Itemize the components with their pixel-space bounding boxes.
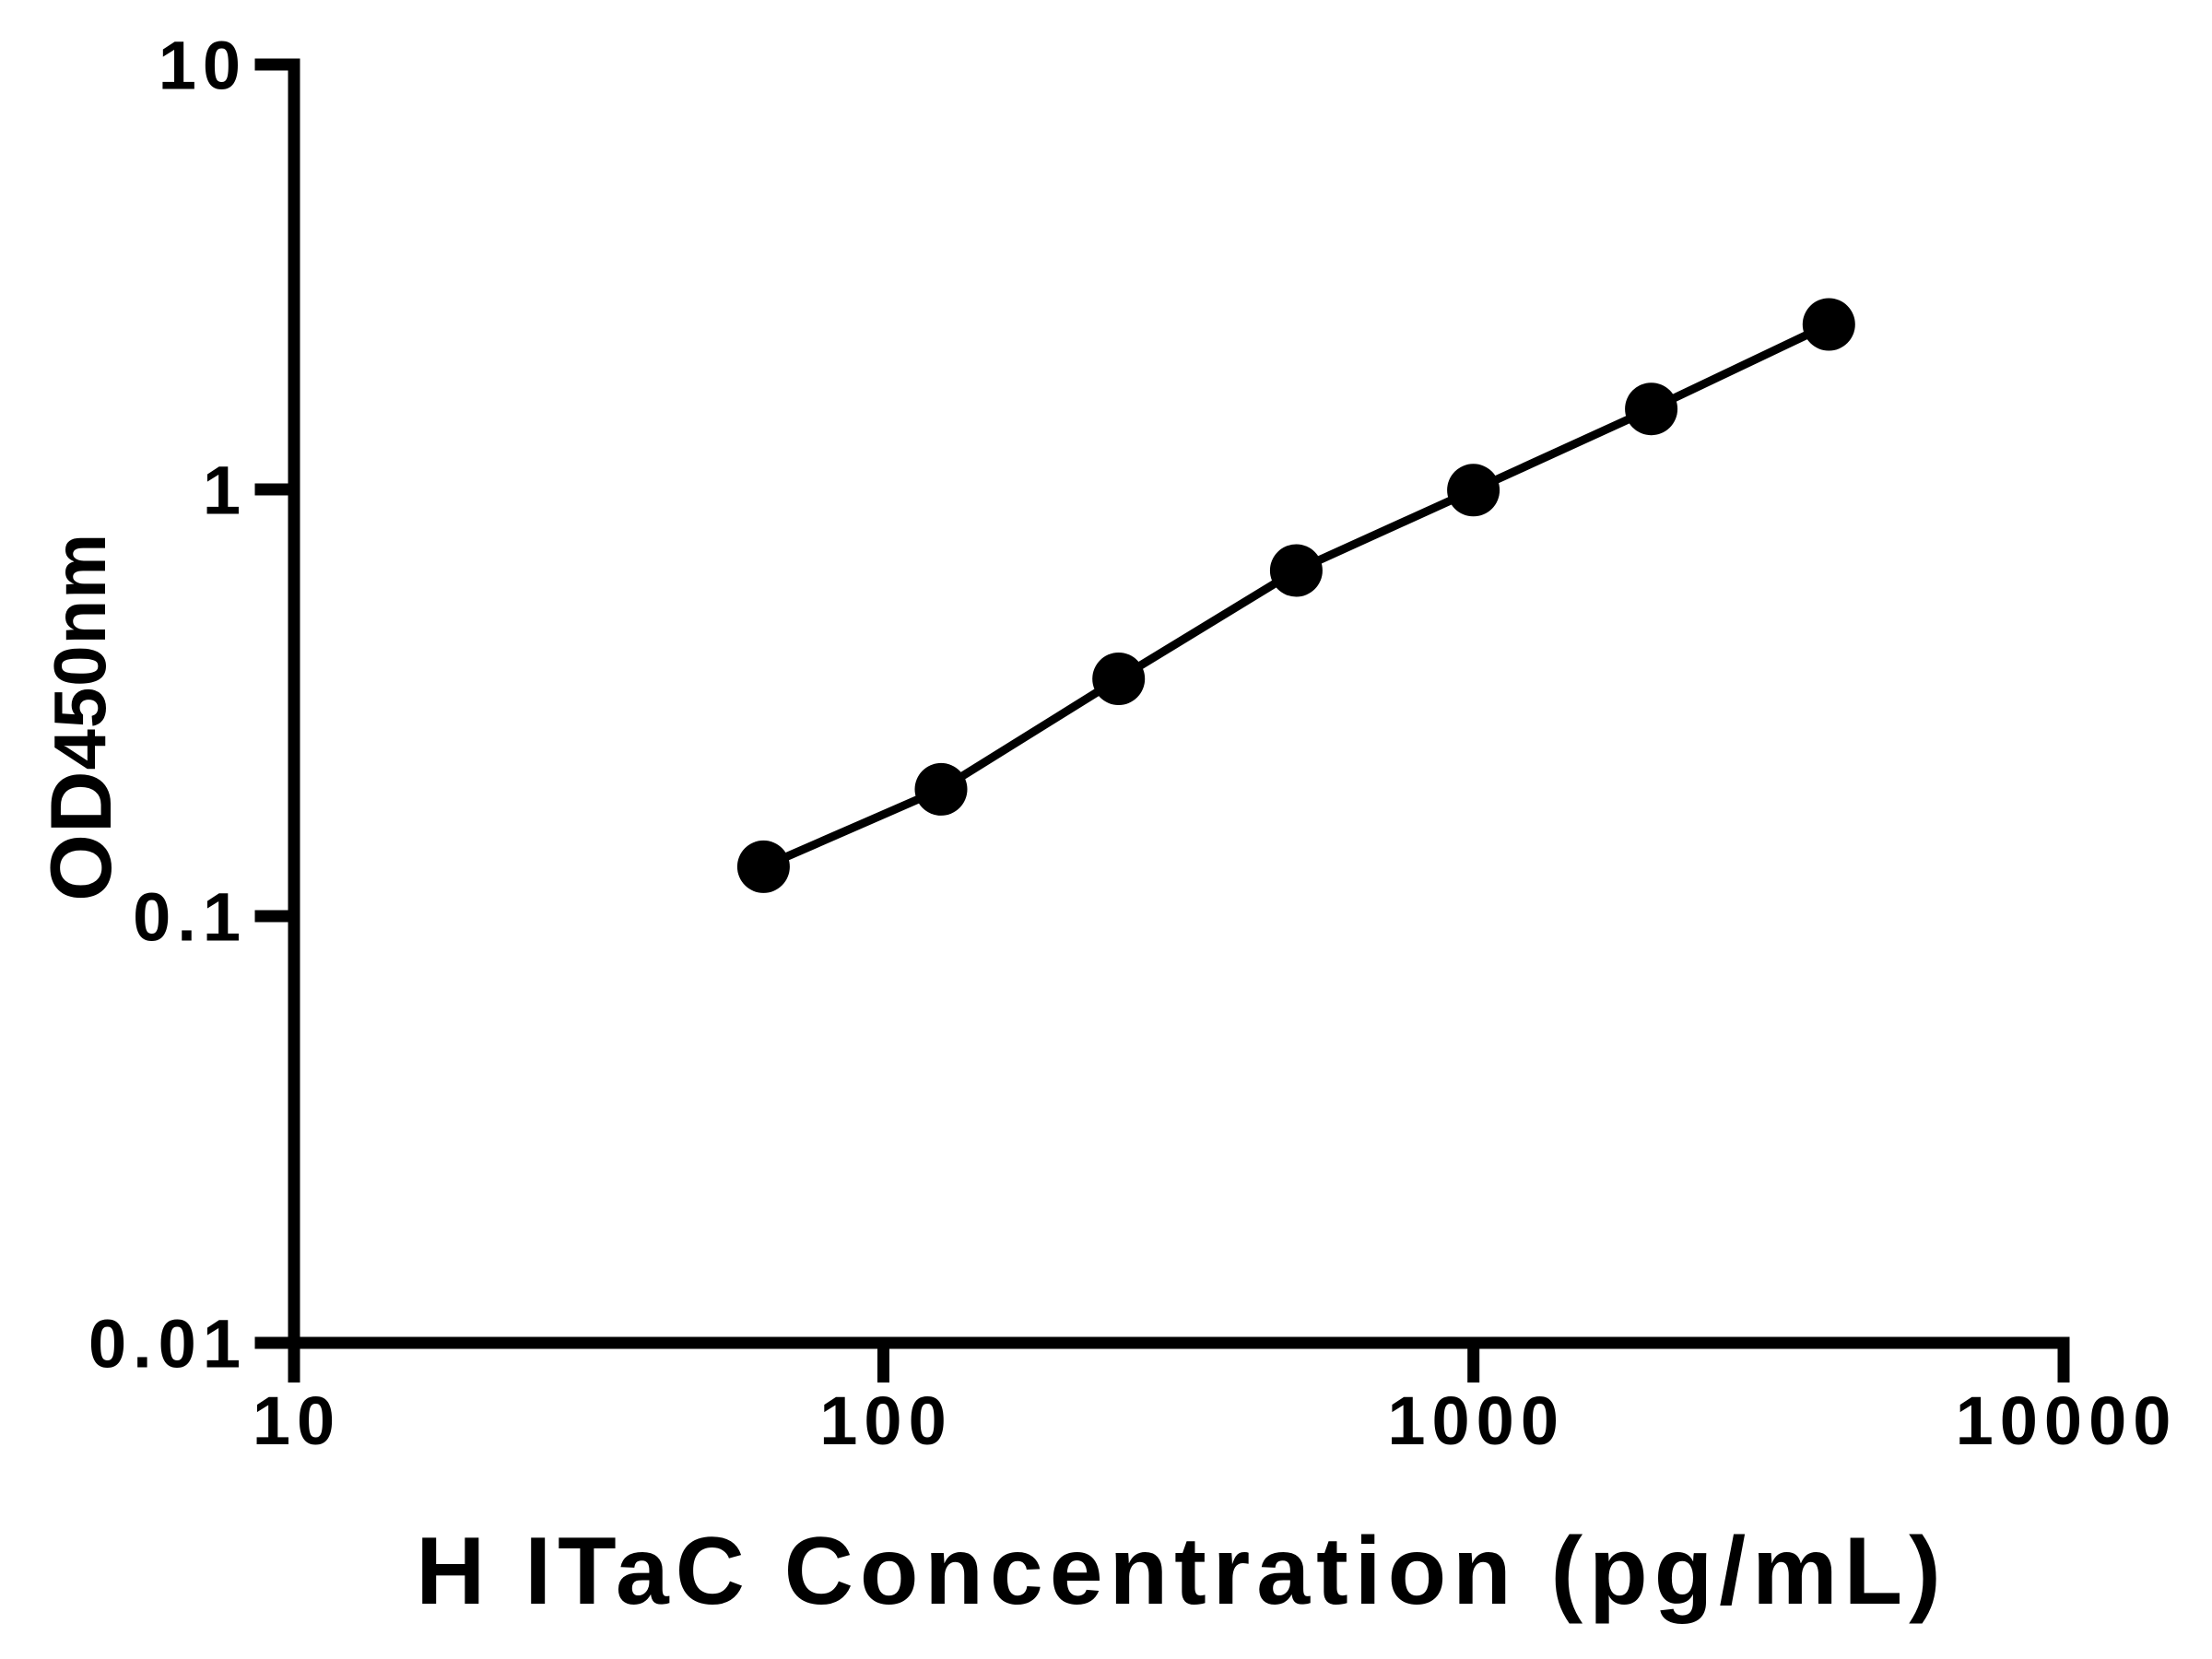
svg-text:1000: 1000 <box>1387 1382 1565 1459</box>
svg-text:100: 100 <box>819 1382 952 1459</box>
svg-text:H ITaC Concentration (pg/mL): H ITaC Concentration (pg/mL) <box>416 1518 1947 1625</box>
svg-text:0.01: 0.01 <box>88 1306 247 1382</box>
svg-text:10: 10 <box>253 1382 341 1459</box>
svg-text:0.1: 0.1 <box>133 879 247 956</box>
svg-text:1: 1 <box>203 453 247 529</box>
svg-text:10: 10 <box>159 28 247 104</box>
svg-text:10000: 10000 <box>1956 1382 2178 1459</box>
svg-text:OD450nm: OD450nm <box>32 533 129 901</box>
